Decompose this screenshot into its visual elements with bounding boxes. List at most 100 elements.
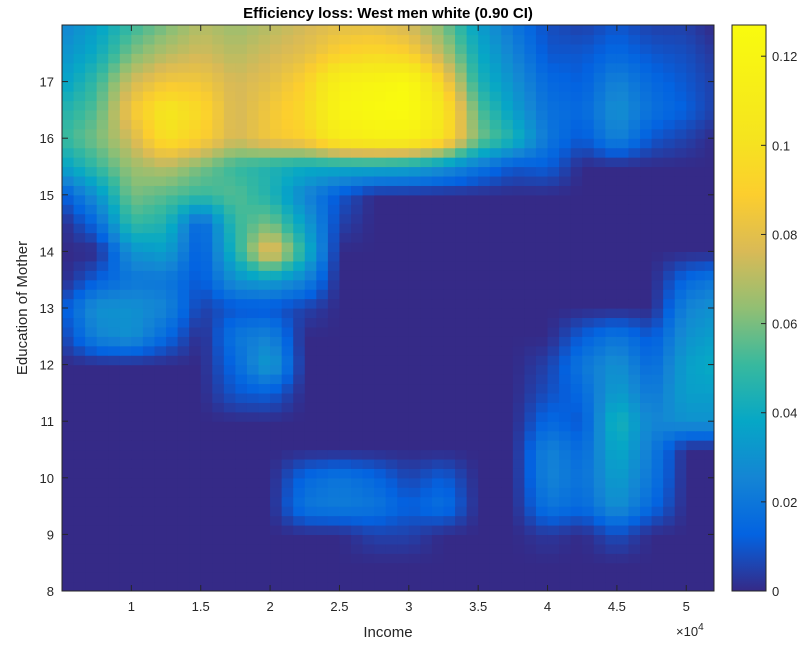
heatmap-cell bbox=[304, 392, 317, 403]
heatmap-cell bbox=[397, 440, 410, 451]
heatmap-cell bbox=[62, 119, 75, 130]
heatmap-cell bbox=[85, 572, 98, 583]
heatmap-cell bbox=[535, 175, 549, 186]
heatmap-cell bbox=[293, 53, 306, 64]
heatmap-cell bbox=[374, 383, 387, 394]
heatmap-cell bbox=[535, 91, 549, 102]
heatmap-cell bbox=[640, 298, 653, 309]
heatmap-cell bbox=[443, 336, 456, 347]
heatmap-cell bbox=[640, 440, 653, 451]
heatmap-cell bbox=[686, 175, 697, 186]
heatmap-cell bbox=[547, 477, 560, 488]
heatmap-cell bbox=[695, 430, 706, 441]
heatmap-cell bbox=[316, 383, 329, 394]
heatmap-cell bbox=[304, 175, 317, 186]
heatmap-cell bbox=[663, 241, 676, 252]
heatmap-cell bbox=[177, 62, 190, 73]
heatmap-cell bbox=[651, 553, 664, 564]
heatmap-cell bbox=[304, 128, 317, 139]
heatmap-cell bbox=[96, 506, 109, 517]
heatmap-cell bbox=[524, 355, 537, 366]
heatmap-cell bbox=[73, 308, 86, 319]
heatmap-cell bbox=[640, 364, 653, 375]
heatmap-cell bbox=[235, 515, 248, 526]
heatmap-cell bbox=[85, 223, 98, 234]
heatmap-cell bbox=[605, 440, 618, 451]
heatmap-cell bbox=[223, 279, 236, 290]
heatmap-cell bbox=[466, 25, 479, 36]
heatmap-cell bbox=[408, 524, 421, 535]
heatmap-cell bbox=[535, 204, 549, 215]
heatmap-cell bbox=[640, 562, 653, 573]
heatmap-cell bbox=[466, 317, 479, 328]
heatmap-cell bbox=[258, 496, 271, 507]
heatmap-cell bbox=[223, 524, 236, 535]
heatmap-cell bbox=[466, 524, 479, 535]
heatmap-cell bbox=[235, 109, 248, 120]
heatmap-cell bbox=[686, 572, 697, 583]
heatmap-cell bbox=[223, 411, 236, 422]
heatmap-cell bbox=[663, 326, 676, 337]
heatmap-cell bbox=[293, 411, 306, 422]
heatmap-cell bbox=[628, 72, 641, 83]
heatmap-cell bbox=[466, 572, 479, 583]
heatmap-cell bbox=[593, 53, 606, 64]
heatmap-cell bbox=[223, 34, 236, 45]
heatmap-cell bbox=[489, 185, 502, 196]
heatmap-cell bbox=[270, 81, 283, 92]
heatmap-cell bbox=[235, 185, 248, 196]
heatmap-cell bbox=[281, 109, 294, 120]
heatmap-cell bbox=[119, 534, 132, 545]
heatmap-cell bbox=[304, 326, 317, 337]
heatmap-cell bbox=[616, 62, 630, 73]
heatmap-cell bbox=[142, 449, 156, 460]
heatmap-cell bbox=[281, 355, 294, 366]
heatmap-cell bbox=[489, 477, 502, 488]
heatmap-cell bbox=[200, 232, 213, 243]
heatmap-cell bbox=[258, 421, 271, 432]
heatmap-cell bbox=[200, 138, 213, 149]
heatmap-cell bbox=[142, 175, 156, 186]
heatmap-cell bbox=[339, 72, 352, 83]
heatmap-cell bbox=[62, 109, 75, 120]
heatmap-cell bbox=[704, 402, 714, 413]
heatmap-cell bbox=[420, 336, 433, 347]
heatmap-cell bbox=[605, 562, 618, 573]
heatmap-cell bbox=[431, 34, 445, 45]
heatmap-cell bbox=[166, 251, 179, 262]
heatmap-cell bbox=[96, 138, 109, 149]
heatmap-cell bbox=[605, 336, 618, 347]
heatmap-cell bbox=[674, 166, 687, 177]
heatmap-cell bbox=[466, 581, 479, 591]
heatmap-cell bbox=[420, 175, 433, 186]
heatmap-cell bbox=[420, 109, 433, 120]
heatmap-cell bbox=[431, 270, 445, 281]
heatmap-cell bbox=[420, 477, 433, 488]
heatmap-cell bbox=[466, 440, 479, 451]
heatmap-cell bbox=[281, 298, 294, 309]
heatmap-cell bbox=[385, 374, 398, 385]
heatmap-cell bbox=[223, 308, 236, 319]
heatmap-cell bbox=[246, 81, 260, 92]
heatmap-cell bbox=[686, 534, 697, 545]
heatmap-cell bbox=[466, 468, 479, 479]
heatmap-cell bbox=[559, 458, 572, 469]
heatmap-cell bbox=[362, 449, 375, 460]
heatmap-cell bbox=[695, 440, 706, 451]
heatmap-cell bbox=[582, 581, 595, 591]
heatmap-cell bbox=[443, 392, 456, 403]
heatmap-cell bbox=[316, 34, 329, 45]
heatmap-cell bbox=[704, 289, 714, 300]
heatmap-cell bbox=[212, 43, 225, 54]
heatmap-cell bbox=[212, 109, 225, 120]
heatmap-cell bbox=[628, 326, 641, 337]
heatmap-cell bbox=[339, 204, 352, 215]
heatmap-cell bbox=[154, 232, 167, 243]
heatmap-cell bbox=[547, 62, 560, 73]
y-tick-label: 14 bbox=[40, 244, 54, 259]
heatmap-cell bbox=[695, 421, 706, 432]
x-tick-label: 4.5 bbox=[608, 599, 626, 614]
heatmap-cell bbox=[674, 232, 687, 243]
heatmap-cell bbox=[351, 147, 364, 158]
heatmap-cell bbox=[674, 336, 687, 347]
